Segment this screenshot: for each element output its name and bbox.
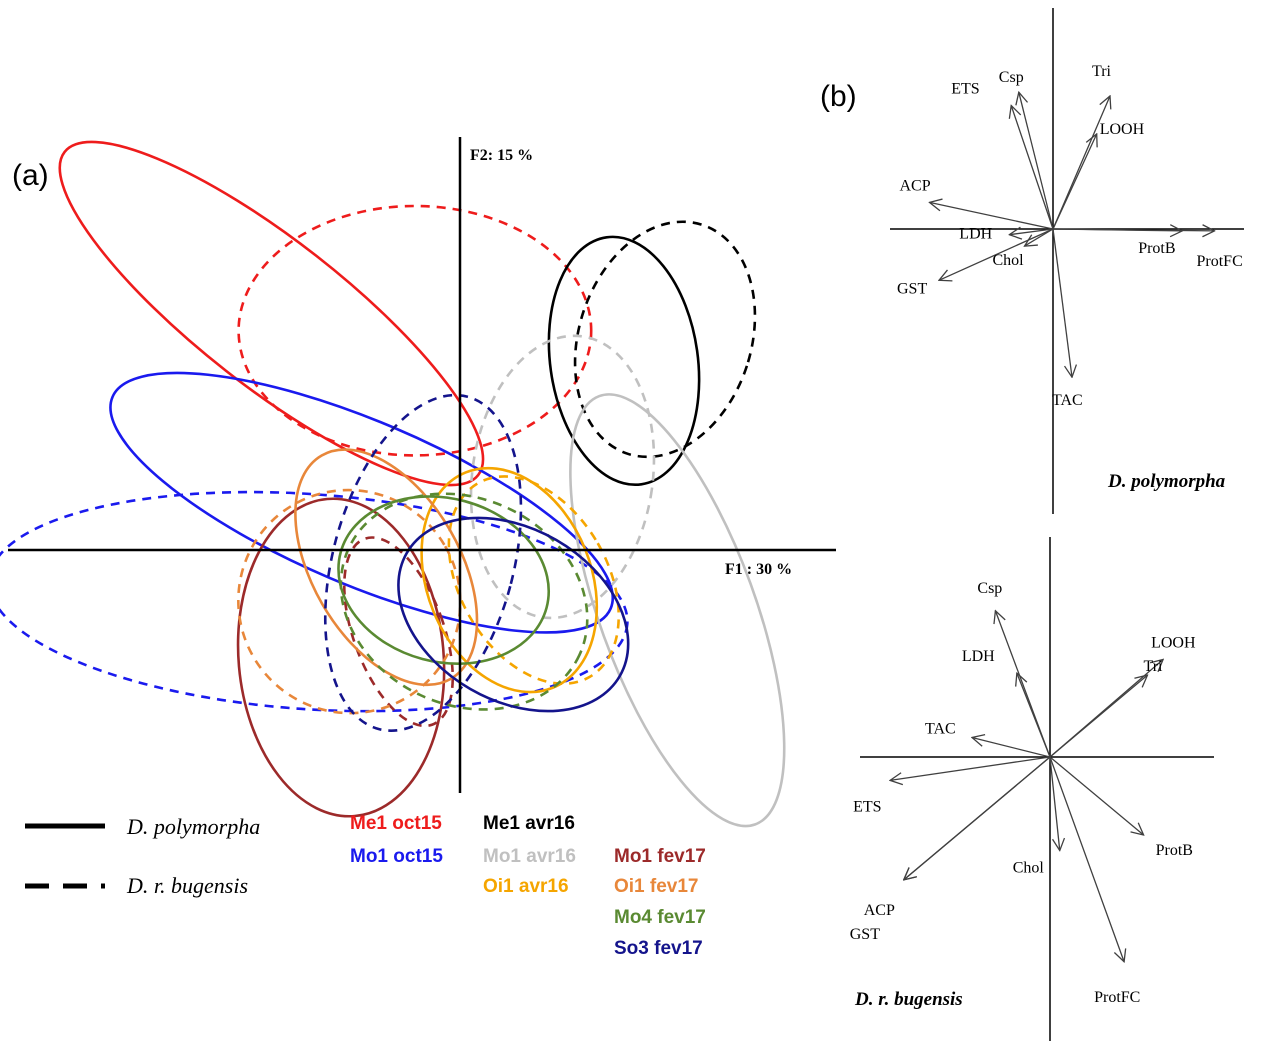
- confidence-ellipse: [447, 475, 621, 686]
- confidence-ellipse: [547, 235, 701, 487]
- legend-solid-label: D. polymorpha: [126, 814, 260, 839]
- variable-label: ACP: [900, 177, 931, 194]
- variable-label: TAC: [925, 721, 956, 738]
- confidence-ellipse: [58, 140, 485, 487]
- legend-group: Me1 avr16: [483, 813, 575, 834]
- variable-label: Tri: [1092, 63, 1112, 80]
- ellipse-layer: [0, 140, 786, 828]
- variable-vector: [1025, 228, 1054, 246]
- variable-label: Chol: [1013, 860, 1045, 877]
- confidence-ellipse: [236, 497, 446, 818]
- variable-vector: [1049, 675, 1148, 758]
- variable-vector: [930, 202, 1054, 230]
- variable-label: LOOH: [1151, 635, 1196, 652]
- confidence-ellipse: [294, 448, 479, 687]
- variable-label: LOOH: [1100, 121, 1145, 138]
- confidence-ellipse: [569, 393, 786, 828]
- variable-label: LDH: [962, 648, 995, 665]
- variable-vector: [1049, 756, 1144, 835]
- variable-vector: [1049, 756, 1060, 851]
- variable-label: Chol: [993, 252, 1025, 269]
- variable-vector: [890, 756, 1051, 780]
- variable-label: ACP: [864, 902, 895, 919]
- variable-label: ETS: [853, 798, 881, 815]
- confidence-ellipse: [237, 488, 462, 715]
- legend-group: So3 fev17: [614, 938, 703, 959]
- variable-vector: [904, 756, 1051, 880]
- variable-label: Csp: [999, 69, 1024, 86]
- confidence-ellipse: [397, 516, 630, 713]
- variable-vector: [1011, 106, 1054, 230]
- variable-label: ProtFC: [1094, 989, 1140, 1006]
- variable-label: GST: [850, 926, 880, 943]
- legend-group: Oi1 avr16: [483, 876, 569, 897]
- variable-label: GST: [897, 280, 927, 297]
- confidence-ellipse: [469, 334, 656, 620]
- confidence-ellipse: [237, 204, 593, 457]
- variable-vector: [1009, 229, 1054, 235]
- confidence-ellipse: [337, 495, 551, 666]
- top-species-label: D. polymorpha: [1107, 471, 1226, 492]
- f2-axis-label: F2: 15 %: [470, 147, 533, 164]
- variable-label: ProtB: [1138, 240, 1175, 257]
- variable-label: LDH: [959, 226, 992, 243]
- variable-vector: [972, 738, 1051, 758]
- confidence-ellipse: [339, 492, 589, 711]
- variable-label: TAC: [1052, 392, 1083, 409]
- confidence-ellipse: [0, 490, 629, 713]
- confidence-ellipse: [573, 220, 757, 459]
- variable-vector: [1052, 228, 1072, 377]
- legend-group: Oi1 fev17: [614, 876, 699, 897]
- f1-axis-label: F1 : 30 %: [725, 561, 792, 578]
- variable-vector: [1052, 134, 1097, 230]
- variable-label: Tri: [1144, 658, 1164, 675]
- legend-dashed-label: D. r. bugensis: [126, 873, 248, 898]
- group-legend: Me1 oct15 Me1 avr16 Mo1 oct15 Mo1 avr16 …: [350, 813, 706, 959]
- variable-vector: [1052, 229, 1215, 231]
- variable-label: Csp: [977, 580, 1002, 597]
- variable-vector: [1049, 756, 1124, 962]
- legend-group: Mo4 fev17: [614, 907, 706, 928]
- panel-b-label: (b): [820, 80, 857, 113]
- variable-vector: [1019, 92, 1054, 230]
- legend-group: Mo1 oct15: [350, 846, 443, 867]
- bottom-species-label: D. r. bugensis: [854, 989, 963, 1010]
- legend-group: Mo1 avr16: [483, 846, 576, 867]
- confidence-ellipse: [323, 393, 523, 732]
- variable-label: ProtFC: [1197, 253, 1243, 270]
- panel-a-label: (a): [12, 159, 49, 192]
- variable-label: ETS: [951, 81, 979, 98]
- legend-group: Me1 oct15: [350, 813, 442, 834]
- variable-vector: [1017, 673, 1051, 758]
- top-vector-layer: Tri LOOH Csp ETS ACP LDH GST Chol ProtB ProtFC TAC: [897, 63, 1243, 409]
- confidence-ellipse: [342, 536, 455, 728]
- legend-group: Mo1 fev17: [614, 846, 706, 867]
- bottom-vector-layer: Csp LDH LOOH Tri TAC ETS ACP GST Chol ProtB ProtFC: [850, 580, 1196, 1006]
- variable-label: ProtB: [1156, 842, 1193, 859]
- confidence-ellipse: [109, 371, 615, 634]
